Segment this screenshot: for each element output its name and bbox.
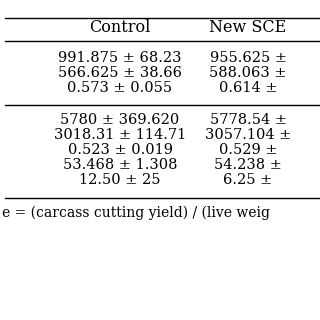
- Text: 991.875 ± 68.23: 991.875 ± 68.23: [58, 51, 182, 65]
- Text: 53.468 ± 1.308: 53.468 ± 1.308: [63, 158, 177, 172]
- Text: Control: Control: [89, 20, 151, 36]
- Text: 566.625 ± 38.66: 566.625 ± 38.66: [58, 66, 182, 80]
- Text: 588.063 ±: 588.063 ±: [209, 66, 287, 80]
- Text: 54.238 ±: 54.238 ±: [214, 158, 282, 172]
- Text: 6.25 ±: 6.25 ±: [223, 173, 273, 187]
- Text: 0.523 ± 0.019: 0.523 ± 0.019: [68, 143, 172, 157]
- Text: 5778.54 ±: 5778.54 ±: [210, 113, 286, 127]
- Text: 955.625 ±: 955.625 ±: [210, 51, 286, 65]
- Text: 3018.31 ± 114.71: 3018.31 ± 114.71: [54, 128, 186, 142]
- Text: 12.50 ± 25: 12.50 ± 25: [79, 173, 161, 187]
- Text: 5780 ± 369.620: 5780 ± 369.620: [60, 113, 180, 127]
- Text: 0.573 ± 0.055: 0.573 ± 0.055: [68, 81, 172, 95]
- Text: 0.614 ±: 0.614 ±: [219, 81, 277, 95]
- Text: 3057.104 ±: 3057.104 ±: [205, 128, 291, 142]
- Text: New SCE: New SCE: [209, 20, 287, 36]
- Text: 0.529 ±: 0.529 ±: [219, 143, 277, 157]
- Text: e = (carcass cutting yield) / (live weig: e = (carcass cutting yield) / (live weig: [2, 206, 270, 220]
